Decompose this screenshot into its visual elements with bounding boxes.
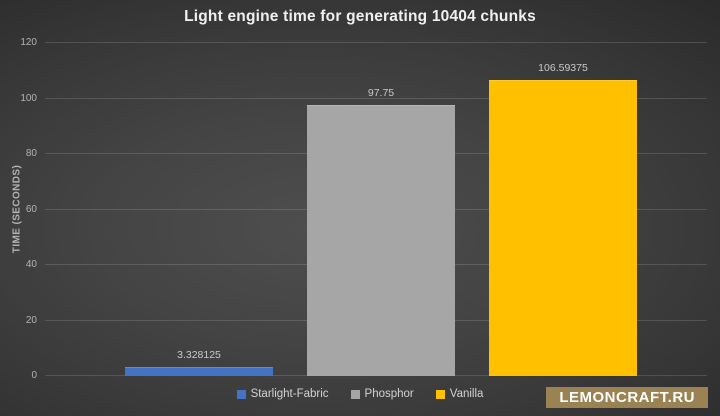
legend-swatch-Starlight-Fabric xyxy=(236,389,246,399)
y-tick-label-100: 100 xyxy=(20,92,37,104)
bar-Phosphor xyxy=(307,104,455,376)
legend-swatch-Phosphor xyxy=(350,389,360,399)
y-tick-label-80: 80 xyxy=(25,148,37,159)
legend: Starlight-Fabric Phosphor Vanilla xyxy=(0,388,720,400)
legend-label-Starlight-Fabric: Starlight-Fabric xyxy=(250,388,329,400)
y-tick-label-0: 0 xyxy=(31,370,37,381)
legend-swatch-Vanilla xyxy=(435,389,445,399)
y-tick-label-120: 120 xyxy=(20,37,37,48)
gridline-100 xyxy=(45,97,707,99)
legend-item-Phosphor: Phosphor xyxy=(350,388,414,400)
bar-value-label-Phosphor: 97.75 xyxy=(367,86,395,99)
legend-label-Vanilla: Vanilla xyxy=(449,388,484,400)
watermark: LEMONCRAFT.RU xyxy=(546,387,708,408)
plot-area: 0 20 40 60 80 100 120 3.328125 97.75 106.59375 xyxy=(20,37,707,381)
y-tick-label-60: 60 xyxy=(25,203,37,215)
legend-item-Starlight-Fabric: Starlight-Fabric xyxy=(236,388,329,400)
y-tick-label-40: 40 xyxy=(25,259,37,270)
chart-title: Light engine time for generating 10404 c… xyxy=(184,8,536,25)
y-tick-label-20: 20 xyxy=(25,314,37,326)
bar-value-label-Starlight-Fabric: 3.328125 xyxy=(177,348,221,361)
gridline-120 xyxy=(45,42,707,43)
bar-Starlight-Fabric xyxy=(125,366,273,376)
bar-value-label-Vanilla: 106.59375 xyxy=(538,62,588,75)
legend-label-Phosphor: Phosphor xyxy=(364,388,414,400)
bar-Vanilla xyxy=(489,80,637,376)
legend-item-Vanilla: Vanilla xyxy=(435,388,484,400)
